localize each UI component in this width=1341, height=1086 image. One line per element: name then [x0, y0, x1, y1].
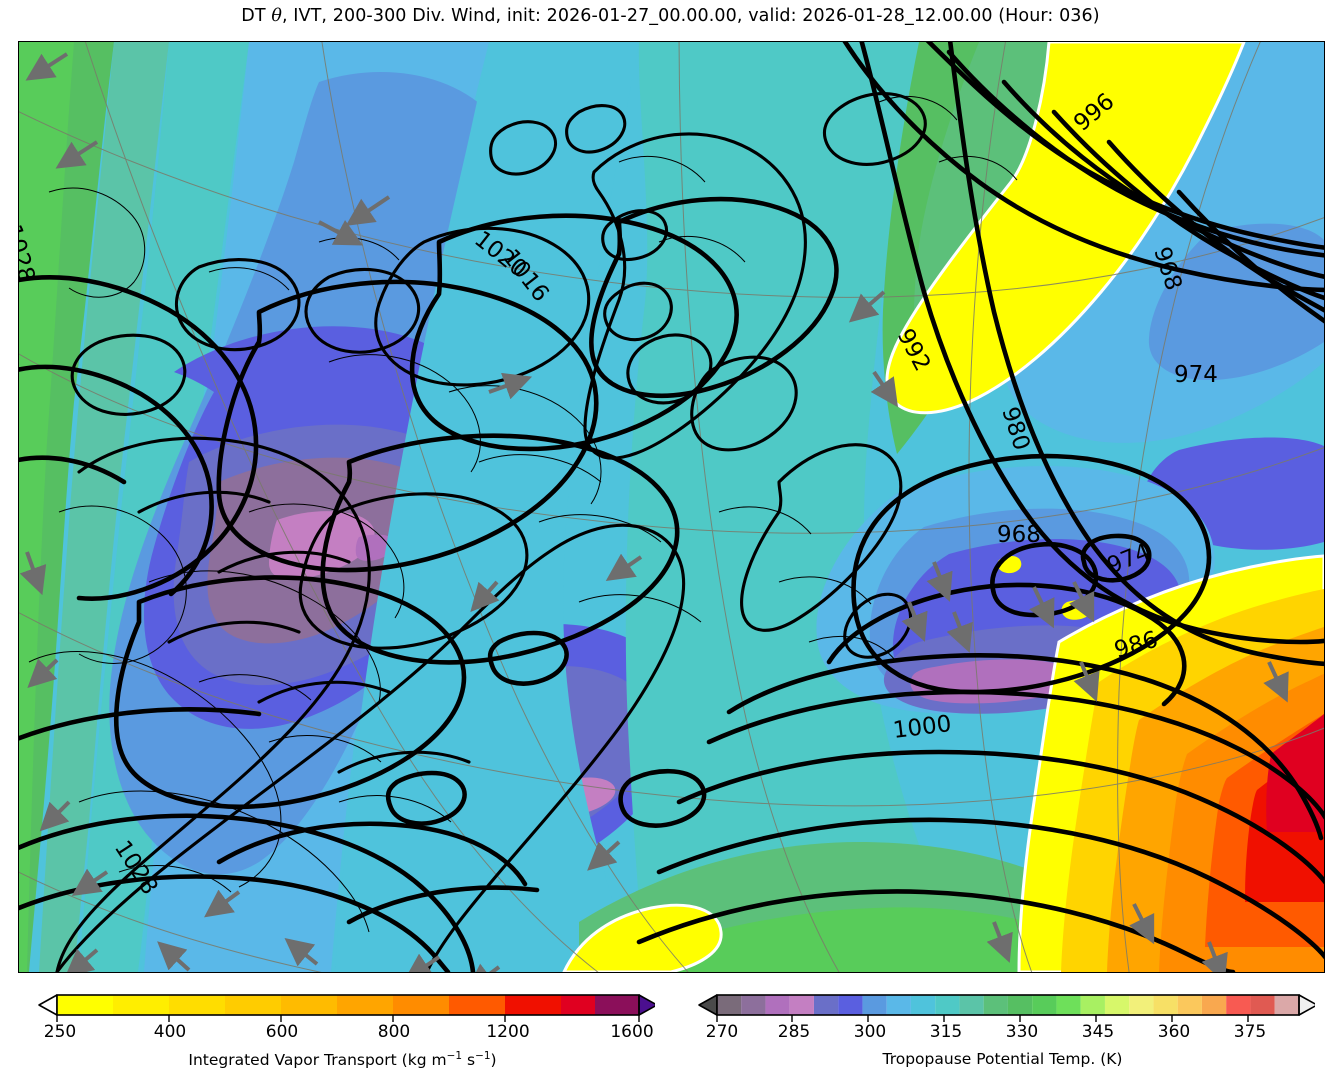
weather-map-panel[interactable]: 1020 1016 1028 1028 996 968 974 992 980 …: [18, 41, 1325, 973]
theta-colorbar-frame: [716, 994, 1300, 1016]
ivt-ticks: [56, 1015, 640, 1022]
ivt-colorbar-frame: [56, 994, 640, 1016]
theta-tick-1: 285: [777, 1022, 811, 1042]
colorbar-theta[interactable]: 270 285 300 315 330 345 360 375 Tropopau…: [690, 994, 1315, 1086]
coastlines-bold: [55, 92, 927, 972]
theta-color-segments: [717, 995, 1299, 1015]
theta-tick-labels: 270 285 300 315 330 345 360 375: [690, 1022, 1315, 1046]
ivt-title-end: ): [490, 1051, 497, 1070]
ivt-over-arrow: [638, 994, 655, 1016]
colorbar-ivt[interactable]: 250 400 600 800 1200 1600 Integrated Vap…: [30, 994, 655, 1086]
contour-label-968-c: 968: [997, 522, 1041, 548]
ivt-tick-1: 400: [153, 1022, 187, 1042]
ivt-color-segments: [57, 995, 639, 1015]
mslp-contours: [19, 42, 1324, 972]
page-title: DT θ, IVT, 200-300 Div. Wind, init: 2026…: [0, 6, 1341, 26]
theta-tick-6: 360: [1157, 1022, 1191, 1042]
ivt-title-mid: s: [462, 1051, 476, 1070]
title-prefix: DT: [241, 6, 272, 26]
ivt-tick-labels: 250 400 600 800 1200 1600: [30, 1022, 655, 1046]
divergent-wind-arrows: [19, 52, 1289, 972]
contour-label-974-ne: 974: [1174, 362, 1218, 388]
ivt-tick-3: 800: [377, 1022, 411, 1042]
theta-tick-2: 300: [853, 1022, 887, 1042]
ivt-tick-2: 600: [265, 1022, 299, 1042]
theta-ticks: [716, 1015, 1249, 1022]
ivt-tick-0: 250: [43, 1022, 77, 1042]
theta-under-arrow: [698, 994, 718, 1016]
ivt-title-sup2: −1: [475, 1050, 491, 1062]
ivt-tick-5: 1600: [610, 1022, 654, 1042]
ivt-plume-se-deepred: [1266, 714, 1324, 832]
theta-tick-7: 375: [1233, 1022, 1267, 1042]
ivt-title-sup1: −1: [446, 1050, 463, 1062]
ivt-tick-4: 1200: [486, 1022, 530, 1042]
ivt-under-arrow: [38, 994, 58, 1016]
ivt-colorbar-title: Integrated Vapor Transport (kg m−1 s−1): [30, 1050, 655, 1069]
theta-tick-0: 270: [705, 1022, 739, 1042]
theta-band-green2-left: [19, 42, 74, 972]
map-canvas: 1020 1016 1028 1028 996 968 974 992 980 …: [19, 42, 1324, 972]
theta-tick-5: 345: [1081, 1022, 1115, 1042]
title-rest: , IVT, 200-300 Div. Wind, init: 2026-01-…: [281, 6, 1100, 26]
theta-colorbar-title: Tropopause Potential Temp. (K): [882, 1050, 1123, 1068]
ivt-title-main: Integrated Vapor Transport (kg m: [188, 1051, 447, 1070]
colorbar-theta-swatches: [698, 994, 1315, 1022]
theta-tick-4: 330: [1005, 1022, 1039, 1042]
theta-tick-3: 315: [929, 1022, 963, 1042]
theta-over-arrow: [1298, 994, 1315, 1016]
ivt-plume-ne: [885, 42, 1246, 415]
colorbar-ivt-swatches: [38, 994, 655, 1022]
theta-symbol: θ: [271, 6, 282, 26]
